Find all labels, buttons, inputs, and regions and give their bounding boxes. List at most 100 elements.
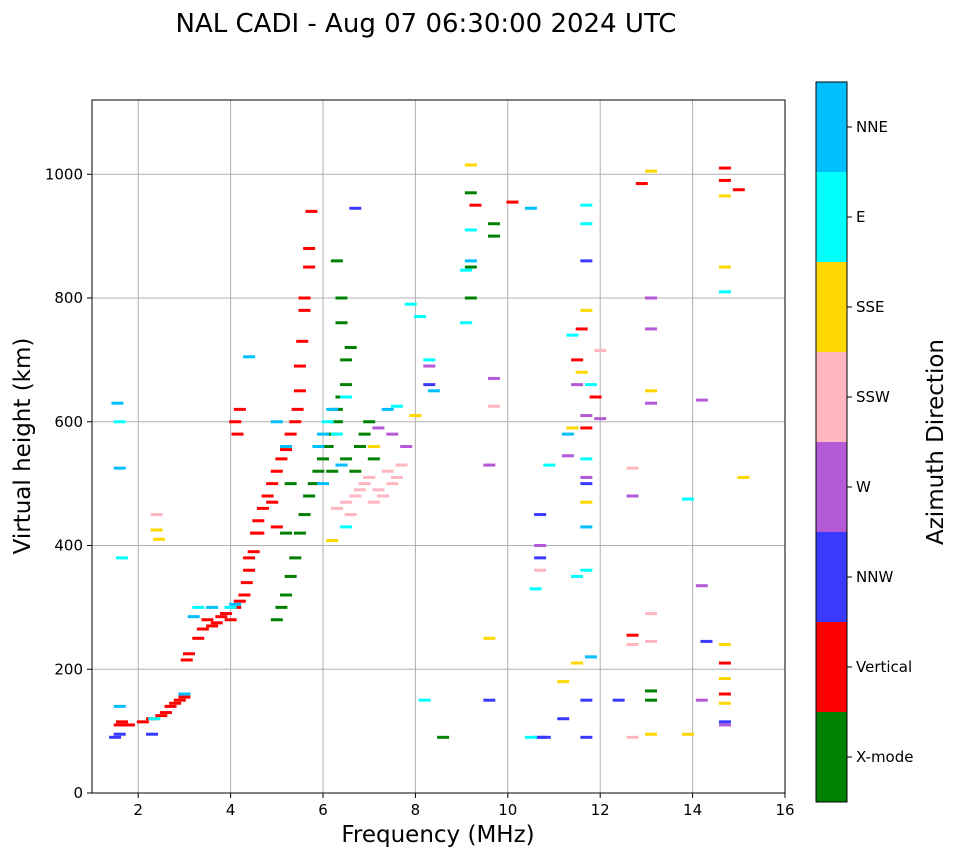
data-point bbox=[557, 680, 570, 684]
series-nnw bbox=[109, 206, 731, 739]
data-point bbox=[192, 605, 205, 609]
data-point bbox=[169, 701, 182, 705]
data-point bbox=[534, 568, 547, 572]
data-point bbox=[580, 698, 593, 702]
data-point bbox=[423, 358, 436, 362]
data-point bbox=[192, 636, 205, 640]
data-point bbox=[386, 482, 399, 486]
data-point bbox=[111, 401, 124, 405]
data-point bbox=[164, 704, 177, 708]
colorbar-category-label: NNW bbox=[856, 568, 893, 586]
colorbar-category-label: X-mode bbox=[856, 748, 913, 766]
data-point bbox=[307, 482, 320, 486]
data-point bbox=[326, 407, 339, 411]
data-point bbox=[146, 732, 159, 736]
data-point bbox=[303, 247, 316, 250]
data-point bbox=[534, 556, 547, 560]
y-tick-label: 600 bbox=[54, 413, 83, 431]
data-point bbox=[464, 265, 477, 269]
data-point bbox=[529, 587, 542, 591]
data-point bbox=[266, 500, 279, 504]
series-sse bbox=[150, 163, 750, 736]
data-point bbox=[312, 469, 325, 473]
data-point bbox=[580, 457, 593, 461]
series-nne bbox=[111, 206, 597, 708]
data-point bbox=[280, 445, 293, 448]
data-point bbox=[681, 732, 694, 736]
data-point bbox=[180, 658, 193, 662]
x-tick-label: 8 bbox=[411, 801, 421, 819]
data-point bbox=[296, 339, 309, 343]
data-point bbox=[349, 206, 362, 210]
data-point bbox=[206, 605, 219, 609]
data-point bbox=[534, 544, 547, 547]
x-tick-label: 12 bbox=[591, 801, 610, 819]
x-tick-label: 14 bbox=[683, 801, 702, 819]
data-point bbox=[460, 321, 473, 325]
data-point bbox=[718, 178, 731, 182]
colorbar-category-label: E bbox=[856, 208, 865, 226]
x-axis-ticks: 2 4 6 8 10 12 14 16 bbox=[133, 793, 795, 819]
data-point bbox=[349, 469, 362, 473]
data-point bbox=[506, 200, 519, 204]
data-point bbox=[589, 395, 602, 399]
data-point bbox=[317, 432, 329, 436]
data-point bbox=[427, 389, 440, 393]
data-point bbox=[148, 717, 161, 721]
data-point bbox=[571, 574, 584, 578]
data-point bbox=[243, 556, 256, 560]
x-tick-label: 4 bbox=[226, 801, 236, 819]
data-point bbox=[183, 652, 196, 656]
plot-background bbox=[92, 100, 785, 793]
colorbar-category-label: NNE bbox=[856, 118, 888, 136]
data-point bbox=[367, 500, 380, 504]
data-point bbox=[372, 488, 385, 492]
data-point bbox=[645, 639, 658, 643]
data-point bbox=[524, 206, 537, 210]
data-point bbox=[718, 677, 731, 681]
data-point bbox=[575, 327, 588, 331]
data-point bbox=[206, 624, 219, 628]
data-point bbox=[344, 513, 357, 517]
data-point bbox=[594, 417, 607, 421]
data-point bbox=[645, 169, 658, 173]
data-point bbox=[400, 445, 413, 448]
data-point bbox=[612, 698, 625, 702]
data-point bbox=[645, 401, 658, 405]
colorbar-swatch bbox=[816, 442, 847, 532]
colorbar-swatch bbox=[816, 712, 847, 802]
data-point bbox=[289, 556, 302, 560]
data-point bbox=[538, 735, 551, 739]
data-point bbox=[293, 531, 306, 535]
y-tick-label: 0 bbox=[73, 784, 83, 802]
data-point bbox=[718, 166, 731, 170]
data-point bbox=[275, 457, 288, 461]
grid-lines bbox=[92, 100, 786, 794]
data-point bbox=[487, 222, 500, 226]
data-point bbox=[571, 383, 584, 387]
data-point bbox=[326, 469, 339, 473]
data-point bbox=[270, 469, 283, 473]
data-point bbox=[280, 448, 293, 452]
data-point bbox=[580, 475, 593, 479]
data-point bbox=[718, 290, 731, 294]
data-point bbox=[645, 327, 658, 331]
data-point bbox=[534, 513, 547, 517]
data-point bbox=[113, 466, 126, 470]
data-point bbox=[150, 513, 163, 517]
colorbar: X-mode Vertical NNW W SSW SSE E NNE bbox=[815, 81, 913, 803]
data-point bbox=[270, 420, 283, 424]
colorbar-category-label: W bbox=[856, 478, 871, 496]
data-point bbox=[645, 689, 658, 693]
data-point bbox=[340, 457, 353, 461]
data-point bbox=[575, 370, 588, 374]
data-point bbox=[571, 358, 584, 362]
data-point bbox=[256, 506, 269, 510]
data-point bbox=[284, 432, 297, 436]
data-point bbox=[280, 531, 293, 535]
data-point bbox=[718, 265, 731, 269]
data-point bbox=[233, 407, 246, 411]
colorbar-swatch bbox=[816, 82, 847, 172]
colorbar-category-label: SSE bbox=[856, 298, 885, 316]
data-point bbox=[645, 732, 658, 736]
